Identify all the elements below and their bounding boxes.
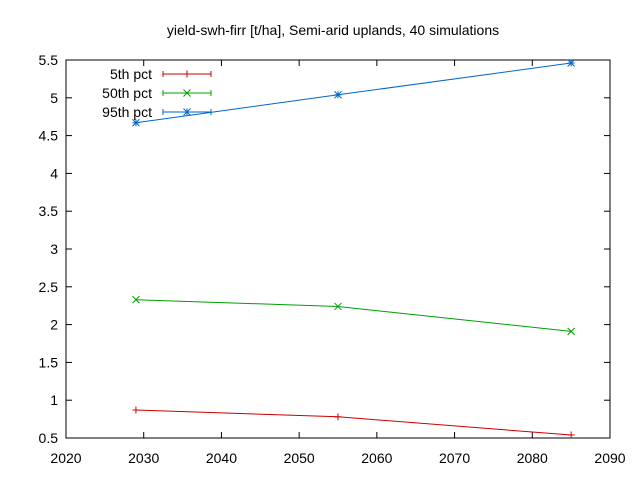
data-point — [132, 295, 140, 304]
data-point — [132, 118, 140, 127]
x-tick-label: 2040 — [206, 450, 237, 466]
legend-marker — [183, 108, 191, 116]
data-point — [334, 90, 342, 99]
y-tick-label: 1 — [50, 392, 58, 408]
x-tick-label: 2090 — [594, 450, 625, 466]
series-line — [135, 299, 572, 332]
y-tick-label: 2 — [50, 317, 58, 333]
axes: 2020 2030 2040 2050 2060 2070 2080 2090 0.5 1 1.5 2… — [39, 52, 626, 466]
legend-entry: 95th pct — [102, 104, 212, 120]
legend-label: 50th pct — [102, 85, 152, 101]
series-3 — [132, 59, 575, 127]
legend: 5th pct 50th pct 95th pct — [102, 66, 212, 120]
legend-label: 95th pct — [102, 104, 152, 120]
y-tick-label: 3.5 — [39, 203, 59, 219]
y-tick-label: 0.5 — [39, 430, 59, 446]
chart-title: yield-swh-firr [t/ha], Semi-arid uplands… — [167, 22, 499, 38]
legend-entry: 50th pct — [102, 85, 212, 101]
y-tick-label: 4.5 — [39, 128, 59, 144]
legend-label: 5th pct — [110, 66, 152, 82]
y-tick-label: 2.5 — [39, 279, 59, 295]
x-tick-label: 2020 — [50, 450, 81, 466]
x-tick-label: 2070 — [439, 450, 470, 466]
x-tick-label: 2050 — [284, 450, 315, 466]
legend-entry: 5th pct — [110, 66, 212, 82]
y-tick-label: 3 — [50, 241, 58, 257]
data-point — [567, 59, 575, 67]
data-point — [334, 302, 342, 311]
data-point — [132, 406, 140, 414]
y-tick-label: 4 — [50, 165, 58, 181]
legend-marker — [183, 89, 191, 97]
series-2 — [132, 295, 575, 336]
data-point — [334, 413, 342, 421]
series-layer — [132, 59, 575, 439]
x-tick-label: 2030 — [128, 450, 159, 466]
x-tick-label: 2060 — [361, 450, 392, 466]
y-tick-label: 5.5 — [39, 52, 59, 68]
y-tick-label: 5 — [50, 90, 58, 106]
data-point — [567, 431, 575, 439]
data-point — [567, 327, 575, 336]
legend-marker — [183, 70, 191, 78]
series-1 — [132, 406, 575, 439]
series-line — [135, 409, 572, 436]
x-tick-label: 2080 — [517, 450, 548, 466]
y-tick-label: 1.5 — [39, 354, 59, 370]
